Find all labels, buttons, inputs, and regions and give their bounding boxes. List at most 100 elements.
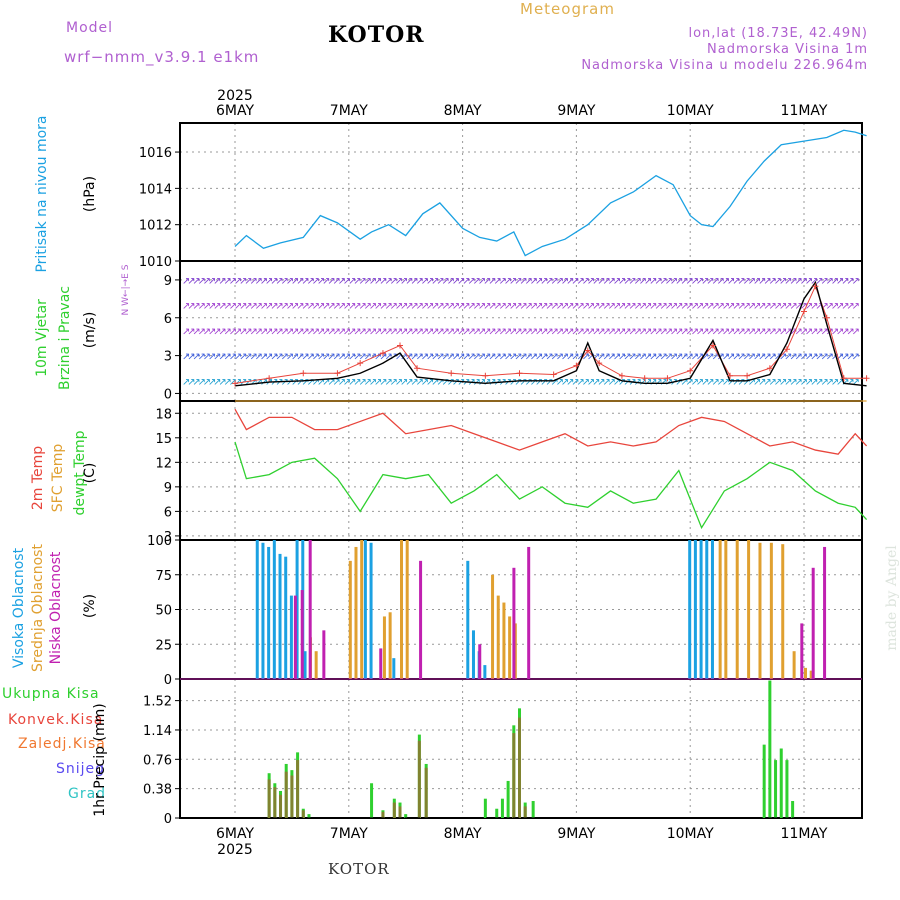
model-label: Model [66, 20, 114, 36]
conv-precip-bar [290, 775, 294, 818]
cloud-bar [800, 623, 804, 679]
conv-precip-bar [296, 760, 300, 818]
conv-precip-bar [424, 767, 428, 818]
cloud-bar [400, 540, 404, 679]
cloud-bar [823, 546, 827, 679]
wind-speed-line [234, 280, 867, 387]
cloud-bar [295, 540, 299, 679]
cloud-bar [804, 667, 807, 679]
y-tick-label: 9 [164, 274, 172, 289]
cloud-bar [289, 595, 293, 679]
cloud-bar [496, 595, 500, 679]
precip-bar [404, 814, 408, 818]
y-tick-label: 6 [164, 505, 172, 520]
y-tick-label: 75 [155, 569, 172, 584]
conv-precip-bar [267, 779, 271, 818]
precip-bar [791, 801, 795, 818]
cloud-bar [369, 542, 373, 679]
wind-gust-marker [414, 365, 421, 372]
altitude: Nadmorska Visina 1m [707, 42, 868, 57]
wind-gust-marker [266, 375, 273, 382]
precip-bar [483, 798, 487, 818]
legend-konvek-kisa: Konvek.Kisa [8, 712, 104, 728]
precip-bar [779, 748, 783, 818]
cloud-bar [781, 544, 785, 679]
cloud-bar [278, 553, 282, 679]
dewpt-temp-line [234, 441, 868, 530]
wind-gust-marker [840, 375, 847, 382]
wind-gust-marker [618, 372, 625, 379]
y-tick-label: 0.38 [143, 783, 172, 798]
y-tick-label: 6 [164, 312, 172, 327]
x-tick-label-bottom: 9MAY [557, 826, 595, 842]
wind-gust-marker [744, 372, 751, 379]
cloud-bar [303, 651, 307, 679]
wind-gust-marker [766, 365, 773, 372]
wind-barb-row: ↗↗↗↗↗↗↗↗↗↗↗↗↗↗↗↗↗↗↗↗↗↗↗↗↗↗↗↗↗↗↗↗↗↗↗↗↗↗↗↗… [182, 276, 860, 287]
cloud-bar [724, 540, 728, 679]
wind-gust-marker [397, 342, 404, 349]
conv-precip-bar [279, 794, 283, 818]
conv-precip-bar [273, 787, 277, 818]
wind-gust-marker [596, 360, 603, 367]
precip-bar [762, 744, 766, 818]
y-tick-label: 9 [164, 481, 172, 496]
legend-grad: Grad [68, 786, 107, 802]
wind-gust-marker [709, 342, 716, 349]
wind-gust-marker [448, 370, 455, 377]
legend-snijeg: Snijeg [56, 761, 106, 777]
panel-frame [179, 400, 863, 541]
x-tick-label-top: 9MAY [557, 103, 595, 119]
conv-precip-bar [512, 733, 516, 818]
y-tick-label: 1010 [139, 255, 172, 270]
y-tick-label: 0 [164, 673, 172, 688]
wind-barb-row: ↗↗↗↗↗↗↗↗↗↗↗↗↗↗↗↗↗↗↗↗↗↗↗↗↗↗↗↗↗↗↗↗↗↗↗↗↗↗↗↗… [182, 377, 860, 388]
cloud-bar [718, 540, 722, 679]
cloud-bar [392, 658, 396, 679]
footer-station: KOTOR [328, 860, 390, 878]
page-title: KOTOR [328, 22, 425, 48]
x-tick-label-bottom: 6MAY [216, 826, 254, 842]
cloud-bar [527, 546, 531, 679]
cloud-bar [284, 556, 288, 679]
y-tick-label: 3 [164, 530, 172, 545]
cloud-bar [308, 540, 312, 679]
lonlat: lon,lat (18.73E, 42.49N) [688, 26, 868, 41]
wind-barb-row: ↗↗↗↗↗↗↗↗↗↗↗↗↗↗↗↗↗↗↗↗↗↗↗↗↗↗↗↗↗↗↗↗↗↗↗↗↗↗↗↗… [182, 352, 860, 363]
cloud-bar [363, 540, 367, 679]
cloud-bar [483, 665, 487, 679]
conv-precip-bar [398, 806, 402, 818]
precip-bar [370, 783, 374, 818]
wind-gust-marker [783, 346, 790, 353]
wind-gust-marker [550, 371, 557, 378]
wind-barb-row: ↗↗↗↗↗↗↗↗↗↗↗↗↗↗↗↗↗↗↗↗↗↗↗↗↗↗↗↗↗↗↗↗↗↗↗↗↗↗↗↗… [182, 301, 860, 312]
legend-zaledj-kisa: Zaledj.Kisa [18, 736, 106, 752]
y-tick-label: 1012 [139, 219, 172, 234]
cloud-bar [300, 590, 304, 679]
x-tick-label-bottom: 8MAY [444, 826, 482, 842]
wind-gust-marker [379, 350, 386, 357]
wind-gust-marker [300, 370, 307, 377]
cloud-bar [502, 602, 506, 679]
y-tick-label: 0 [164, 812, 172, 827]
cloud-bar [382, 616, 386, 679]
y-tick-label: 3 [164, 350, 172, 365]
cloud-bar [267, 546, 271, 679]
wind-gust-marker [727, 372, 734, 379]
cloud-bar [379, 648, 383, 679]
cloud-bar [405, 540, 409, 679]
precip-bar [307, 814, 311, 818]
panel-frame [179, 122, 863, 262]
y-tick-label: 0.76 [143, 753, 172, 768]
cloud-bar [508, 616, 512, 679]
wind-gust-marker [584, 347, 591, 354]
cloud-bar [710, 540, 714, 679]
wind-gust-marker [482, 372, 489, 379]
y-tick-label: 1.14 [143, 724, 172, 739]
x-tick-label-top: 7MAY [330, 103, 368, 119]
cloud-bar [471, 630, 475, 679]
precip-bar [506, 780, 510, 818]
cloud-bar [747, 540, 751, 679]
x-tick-label-top: 10MAY [667, 103, 714, 119]
cloud-bar [478, 644, 482, 679]
